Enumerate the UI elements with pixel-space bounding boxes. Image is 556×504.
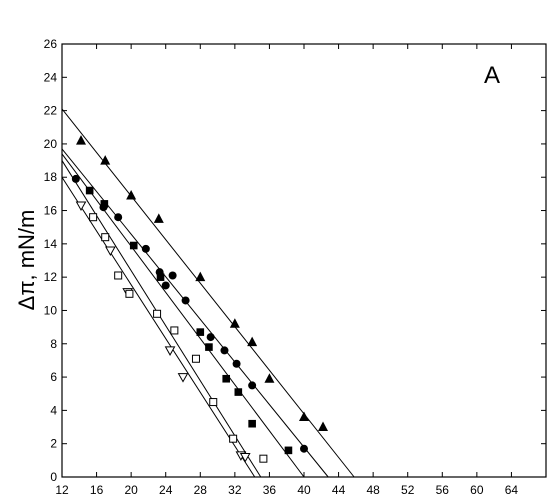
triangle-down-open-point xyxy=(164,346,176,356)
x-tick-label: 36 xyxy=(263,483,277,497)
fit-line xyxy=(61,176,256,478)
y-tick-label: 8 xyxy=(50,337,57,351)
triangle-down-open-point xyxy=(177,373,189,383)
circle-point xyxy=(141,244,150,253)
y-tick-label: 20 xyxy=(44,137,58,151)
y-tick-label: 22 xyxy=(44,104,58,118)
square-open-point xyxy=(170,326,179,335)
y-tick-label: 2 xyxy=(50,437,57,451)
triangle-down-open-point xyxy=(105,246,116,257)
square-open-point xyxy=(259,454,268,463)
square-point xyxy=(222,374,231,383)
circle-point xyxy=(206,333,215,342)
triangle-up-point xyxy=(100,155,111,165)
y-tick-label: 16 xyxy=(44,204,58,218)
x-tick-label: 48 xyxy=(366,483,380,497)
x-tick-label: 60 xyxy=(470,483,484,497)
data-points xyxy=(71,135,329,463)
triangle-up-point xyxy=(195,271,206,282)
square-open-point xyxy=(101,233,110,242)
triangle-down-open-point xyxy=(75,201,87,212)
panel-label: A xyxy=(484,62,500,89)
triangle-up-point xyxy=(264,373,275,383)
y-tick-label: 10 xyxy=(44,303,58,317)
x-tick-label: 32 xyxy=(228,483,242,497)
square-point xyxy=(234,388,243,396)
square-open-point xyxy=(114,271,123,280)
x-tick-label: 12 xyxy=(55,483,69,497)
triangle-up-point xyxy=(299,411,309,422)
axis-ticks: 12 16 20 24 28 32 36 40 44 48 52 56 60 64024681012141… xyxy=(44,37,547,497)
square-point xyxy=(205,343,213,351)
triangle-up-point xyxy=(229,318,240,328)
y-tick-label: 6 xyxy=(50,370,57,384)
square-open-point xyxy=(125,289,134,298)
square-open-point xyxy=(229,434,238,443)
triangle-up-point xyxy=(126,190,137,200)
square-open-point xyxy=(209,398,218,407)
circle-point xyxy=(232,359,241,368)
triangle-up-point xyxy=(247,336,258,347)
circle-point xyxy=(300,444,308,453)
square-point xyxy=(248,419,256,428)
x-tick-label: 16 xyxy=(90,483,104,497)
square-open-point xyxy=(153,309,162,318)
circle-point xyxy=(248,381,257,390)
y-tick-label: 14 xyxy=(44,237,58,251)
square-point xyxy=(284,446,293,455)
y-tick-label: 12 xyxy=(44,270,58,284)
triangle-down-open-point xyxy=(239,453,251,463)
square-point xyxy=(85,186,94,195)
triangle-up-point xyxy=(318,421,329,432)
y-tick-label: 18 xyxy=(44,170,58,184)
circle-point xyxy=(71,174,80,183)
square-point xyxy=(129,241,138,250)
circle-point xyxy=(181,296,190,305)
x-tick-label: 56 xyxy=(436,483,450,497)
x-tick-label: 64 xyxy=(505,483,519,497)
square-point xyxy=(100,200,109,208)
x-tick-label: 52 xyxy=(401,483,415,497)
circle-point xyxy=(114,213,123,222)
circle-point xyxy=(161,281,170,290)
x-tick-label: 44 xyxy=(332,483,346,497)
x-tick-label: 24 xyxy=(159,483,173,497)
fit-line xyxy=(61,148,329,478)
y-tick-label: 4 xyxy=(50,403,57,417)
y-tick-label: 26 xyxy=(44,37,58,51)
x-tick-label: 28 xyxy=(194,483,208,497)
x-tick-label: 40 xyxy=(297,483,311,497)
fit-line xyxy=(61,153,305,478)
square-open-point xyxy=(89,213,98,222)
y-axis-label: Δπ, mN/m xyxy=(14,210,39,311)
fit-line xyxy=(61,160,262,478)
triangle-up-point xyxy=(76,135,87,145)
x-tick-label: 20 xyxy=(124,483,138,497)
circle-point xyxy=(168,271,177,280)
circle-point xyxy=(220,346,229,355)
square-open-point xyxy=(191,354,200,363)
square-point xyxy=(196,328,205,336)
square-point xyxy=(156,273,165,281)
y-tick-label: 24 xyxy=(44,70,58,84)
triangle-up-point xyxy=(153,213,164,223)
y-tick-label: 0 xyxy=(50,470,57,484)
